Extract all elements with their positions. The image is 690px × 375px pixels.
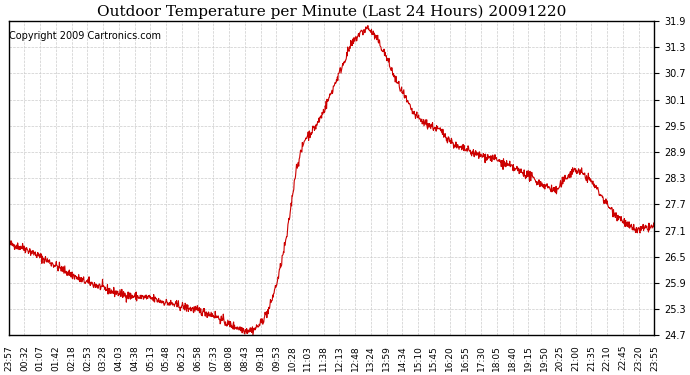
Text: Copyright 2009 Cartronics.com: Copyright 2009 Cartronics.com <box>9 30 161 40</box>
Title: Outdoor Temperature per Minute (Last 24 Hours) 20091220: Outdoor Temperature per Minute (Last 24 … <box>97 4 566 18</box>
